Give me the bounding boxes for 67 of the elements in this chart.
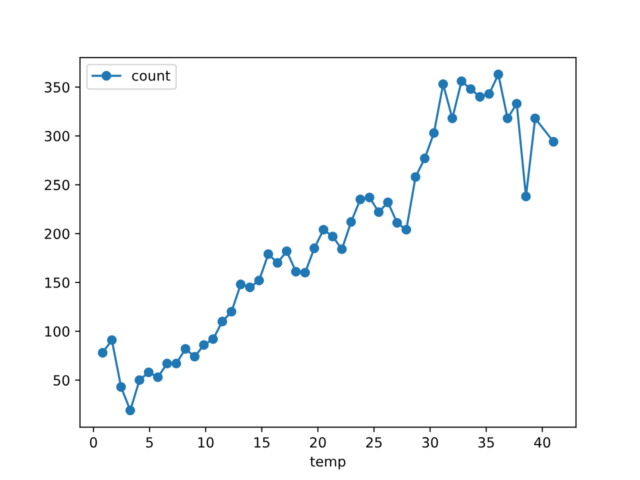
y-tick-label: 350: [44, 82, 70, 93]
point: [153, 372, 163, 382]
point: [116, 382, 126, 392]
point: [456, 76, 466, 86]
point: [318, 224, 328, 235]
point: [254, 276, 264, 286]
x-tick-label: 30: [422, 437, 438, 448]
point: [171, 358, 182, 368]
point: [410, 172, 420, 182]
point: [208, 334, 218, 344]
point: [134, 375, 144, 385]
point: [493, 70, 504, 80]
y-tick-label: 150: [45, 277, 70, 288]
point: [245, 282, 255, 292]
y-tick-label: 100: [45, 326, 70, 337]
point: [291, 266, 301, 277]
y-tick-label: 300: [44, 130, 70, 142]
point: [190, 352, 200, 362]
x-axis-title: temp: [310, 456, 346, 470]
point: [475, 92, 485, 102]
y-tick-label: 250: [44, 180, 70, 190]
legend-label: count: [132, 70, 170, 81]
point: [125, 406, 136, 416]
point: [401, 224, 412, 235]
point: [512, 98, 522, 109]
point: [162, 358, 172, 368]
point: [447, 113, 458, 124]
point: [548, 136, 558, 147]
point: [309, 243, 320, 254]
x-tick-label: 35: [478, 437, 494, 448]
point: [420, 154, 430, 164]
x-tick-label: 25: [366, 437, 382, 448]
point: [300, 268, 310, 278]
point: [521, 192, 531, 202]
point: [337, 244, 347, 254]
point: [346, 217, 356, 227]
point: [484, 89, 494, 99]
point: [392, 218, 402, 228]
point: [217, 316, 228, 326]
y-tick-label: 50: [54, 375, 70, 386]
point: [199, 340, 209, 350]
x-tick-label: 40: [534, 437, 550, 448]
point: [236, 280, 246, 290]
point: [107, 335, 117, 345]
point: [355, 194, 366, 204]
point: [530, 113, 540, 124]
point: [364, 192, 374, 202]
point: [282, 246, 292, 256]
point: [502, 113, 512, 124]
point: [144, 367, 154, 378]
point: [438, 79, 448, 90]
point: [328, 232, 338, 242]
point: [263, 249, 274, 259]
x-tick-label: 15: [254, 437, 270, 448]
x-tick-label: 0: [90, 437, 97, 448]
x-tick-label: 10: [198, 437, 214, 448]
point: [98, 348, 108, 358]
x-tick-label: 20: [310, 437, 326, 448]
point: [466, 84, 476, 94]
point: [226, 306, 236, 317]
point: [374, 207, 384, 217]
point: [180, 344, 190, 354]
x-tick-label: 5: [146, 437, 153, 448]
point: [429, 128, 439, 138]
point: [272, 258, 282, 268]
point: [383, 197, 393, 208]
y-tick-label: 200: [44, 228, 70, 240]
